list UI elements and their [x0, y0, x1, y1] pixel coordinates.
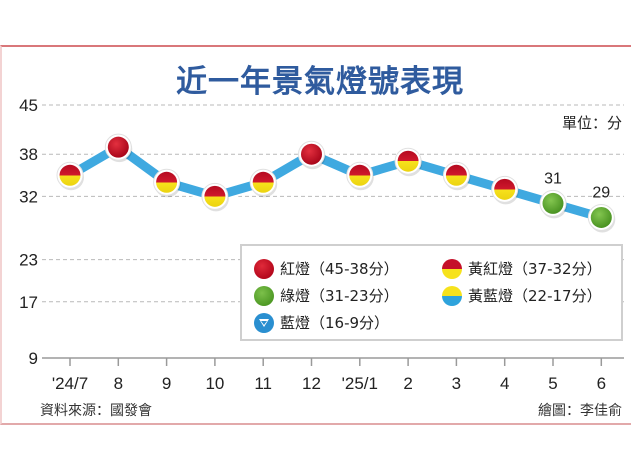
legend-label: 紅燈（45-38分） — [280, 260, 399, 278]
blue-light-down-triangle-icon — [254, 312, 274, 333]
legend-item-blue: 藍燈（16-9分） — [254, 312, 389, 333]
x-tick-label: 4 — [500, 374, 509, 393]
x-tick-label: 12 — [302, 374, 321, 393]
x-tick-label: 8 — [114, 374, 123, 393]
yellow-red-light-marker — [59, 164, 81, 186]
yellow-red-light-marker — [204, 185, 226, 207]
data-labels: 31 29 — [544, 170, 610, 201]
yellow-red-light-marker — [445, 164, 467, 186]
yellow-red-light-marker — [494, 178, 516, 200]
chart-frame — [0, 45, 631, 425]
yellow-blue-light-icon — [442, 285, 462, 306]
legend-item-yellow-red: 黃紅燈（37-32分） — [442, 258, 602, 279]
legend-label: 綠燈（31-23分） — [280, 287, 399, 305]
x-tick-label: 11 — [254, 374, 272, 393]
red-light-marker — [107, 136, 129, 158]
data-series — [56, 133, 616, 233]
x-tick-label: 10 — [205, 374, 224, 393]
x-tick-label: 2 — [403, 374, 412, 393]
x-tick-label: 3 — [452, 374, 461, 393]
red-light-icon — [254, 258, 274, 279]
green-light-marker — [542, 192, 564, 214]
data-value-label: 29 — [592, 184, 610, 201]
y-tick-label: 9 — [29, 349, 38, 368]
legend-label: 藍燈（16-9分） — [280, 314, 390, 332]
x-axis: '24/7 8 9 10 11 12 '25/1 2 3 4 5 6 — [42, 357, 624, 393]
legend-label: 黃紅燈（37-32分） — [468, 260, 602, 278]
legend: 紅燈（45-38分） 黃紅燈（37-32分） 綠燈（31-23分） 黃藍燈（22… — [240, 244, 623, 341]
yellow-red-light-marker — [252, 171, 274, 193]
yellow-red-light-icon — [442, 258, 462, 279]
y-tick-label: 45 — [19, 96, 38, 115]
yellow-red-light-marker — [156, 171, 178, 193]
unit-label: 單位：分 — [561, 114, 622, 132]
chart-title: 近一年景氣燈號表現 — [176, 64, 464, 100]
legend-item-green: 綠燈（31-23分） — [254, 285, 399, 306]
y-tick-label: 32 — [19, 187, 38, 206]
x-tick-label: '24/7 — [52, 374, 88, 393]
x-tick-label: '25/1 — [342, 374, 378, 393]
x-tick-label: 5 — [548, 374, 557, 393]
green-light-icon — [254, 285, 274, 306]
data-value-label: 31 — [544, 170, 562, 187]
yellow-red-light-marker — [349, 164, 371, 186]
legend-item-yellow-blue: 黃藍燈（22-17分） — [442, 285, 602, 306]
data-source: 資料來源：國發會 — [40, 403, 152, 419]
x-tick-label: 6 — [597, 374, 606, 393]
x-tick-label: 9 — [162, 374, 171, 393]
y-tick-label: 38 — [19, 145, 38, 164]
y-tick-label: 17 — [19, 293, 38, 312]
y-tick-label: 23 — [19, 251, 38, 270]
legend-label: 黃藍燈（22-17分） — [468, 287, 602, 305]
red-light-marker — [301, 143, 322, 165]
legend-item-red: 紅燈（45-38分） — [254, 258, 399, 279]
yellow-red-light-marker — [397, 150, 419, 172]
green-light-marker — [590, 206, 612, 228]
y-axis-ticks: 45 38 32 23 17 9 — [19, 96, 38, 368]
graphic-credit: 繪圖：李佳俞 — [538, 403, 622, 419]
